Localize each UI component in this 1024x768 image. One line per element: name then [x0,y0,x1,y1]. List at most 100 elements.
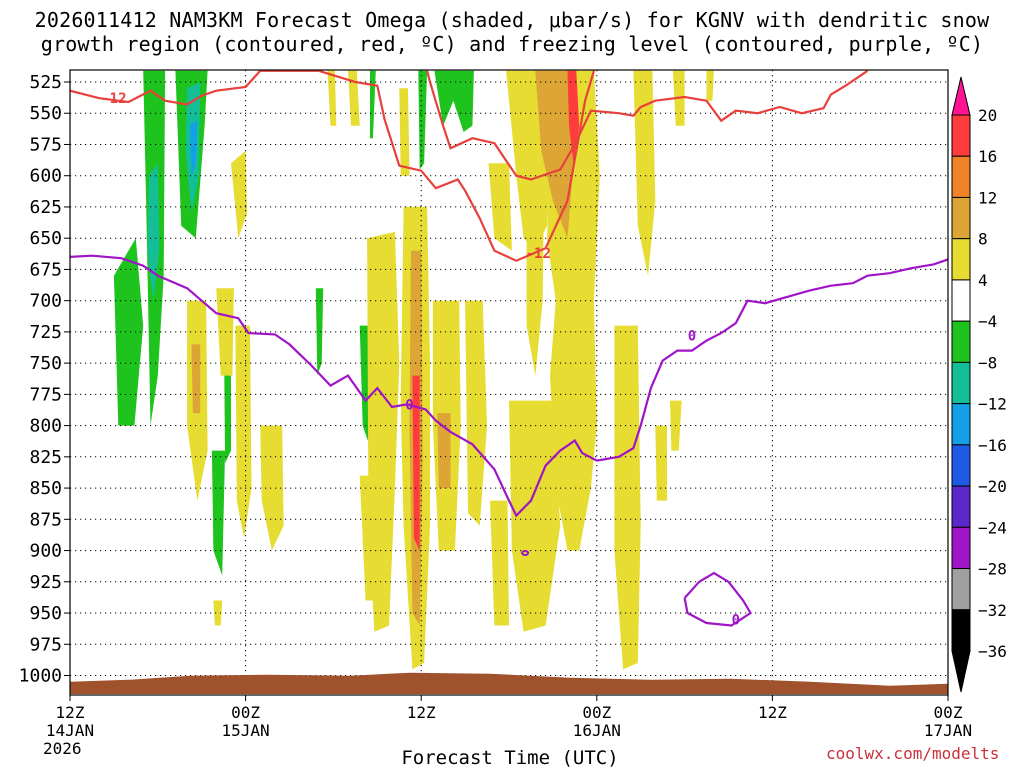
colorbar-label: −4 [978,312,997,331]
omega-region-yellow [633,70,656,276]
colorbar-segment [951,238,971,281]
x-tick-label: 17JAN [924,721,972,740]
omega-region-yellow [490,500,509,626]
colorbar-label: −24 [978,518,1007,537]
x-tick-label: 12Z [407,703,436,722]
colorbar-label: 12 [978,188,997,207]
omega-region-green [418,70,428,170]
y-tick-label: 925 [29,572,62,593]
colorbar-segment [951,485,971,528]
colorbar-segment [951,155,971,198]
omega-region-green [434,70,474,132]
colorbar-segment [951,526,971,570]
colorbar-segment [951,279,971,322]
dgz-contour-line [260,70,595,262]
y-axis-tick-labels: 525 550 575 600 625 650 675 700 725 750 775 800 825 8… [19,72,70,687]
x-tick-label: 00Z [231,703,260,722]
chart-title-line-2: growth region (contoured, red, ºC) and f… [40,32,984,56]
colorbar-segment [951,403,971,446]
colorbar-label: −36 [978,642,1007,661]
omega-region-yellow [526,175,545,376]
freezing-level-label: 0 [405,397,413,413]
freezing-level-line [70,254,948,518]
plot-frame [69,69,949,696]
y-tick-label: 950 [29,603,62,624]
y-tick-label: 850 [29,478,62,499]
colorbar-label: 20 [978,106,997,125]
omega-region-yellow [706,70,714,101]
x-tick-label: 15JAN [222,721,270,740]
x-tick-label: 2026 [43,739,82,758]
colorbar-segment [951,196,971,240]
omega-region-green [113,238,144,426]
omega-region-green [315,288,324,376]
omega-region-orange [535,70,577,239]
y-tick-label: 825 [29,447,62,468]
x-tick-label: 12Z [56,703,85,722]
omega-region-orange [191,344,201,414]
y-tick-label: 600 [29,166,62,187]
credit-text: coolwx.com/modelts [826,744,1000,763]
y-tick-label: 800 [29,416,62,437]
omega-region-yellow [327,70,337,126]
x-tick-label: 00Z [934,703,963,722]
omega-region-yellow [213,600,223,626]
omega-region-yellow [235,325,252,539]
y-tick-label: 650 [29,228,62,249]
freezing-level-loop [683,571,752,627]
omega-region-green [211,450,226,576]
omega-region-yellow [399,88,410,176]
omega-region-yellow [655,425,667,501]
x-axis-label: Forecast Time (UTC) [401,747,618,768]
y-tick-label: 750 [29,353,62,374]
dgz-contour-line [70,70,262,106]
colorbar-label: −28 [978,560,1007,579]
omega-region-yellow [359,475,381,601]
chart-title-line-1: 2026011412 NAM3KM Forecast Omega (shaded… [34,8,990,32]
dgz-contour-label: -12 [101,91,126,107]
colorbar-segment [951,114,971,157]
omega-region-yellow [348,70,360,126]
y-tick-label: 550 [29,103,62,124]
terrain-fill [70,672,948,694]
y-tick-label: 525 [29,72,62,93]
colorbar-segment [951,320,971,363]
colorbar-segment [951,568,971,611]
dgz-contour-line [426,70,869,181]
omega-region-yellow [465,300,487,526]
x-tick-label: 16JAN [573,721,621,740]
colorbar-label: 8 [978,230,988,249]
freezing-level-label: 0 [688,329,696,345]
x-tick-label: 14JAN [46,721,94,740]
y-tick-label: 775 [29,384,62,405]
y-tick-label: 900 [29,541,62,562]
y-tick-label: 700 [29,291,62,312]
terrain-band [70,672,948,694]
y-tick-label: 625 [29,197,62,218]
y-tick-label: 975 [29,634,62,655]
omega-region-green [370,70,376,139]
omega-region-teal [147,163,160,301]
colorbar-label: −32 [978,601,1007,620]
omega-region-yellow [614,325,641,670]
colorbar-label: −16 [978,436,1007,455]
colorbar-segment [951,609,971,652]
colorbar-label: −12 [978,395,1007,414]
omega-region-yellow [231,150,248,239]
colorbar-label: −8 [978,353,997,372]
x-tick-label: 00Z [582,703,611,722]
freezing-level-dot [521,550,530,557]
omega-region-orange [437,413,451,489]
colorbar-label: 4 [978,271,988,290]
colorbar-top-triangle [951,76,971,116]
y-tick-label: 725 [29,322,62,343]
colorbar-segment [951,444,971,487]
y-tick-label: 675 [29,259,62,280]
omega-shaded-regions [113,70,714,670]
colorbar-segment [951,361,971,405]
freezing-level-label: 0 [732,612,740,628]
omega-region-red [412,375,420,551]
colorbar-bottom-triangle [951,650,971,693]
contour-lines: -12 -12 0 0 0 [70,70,948,628]
